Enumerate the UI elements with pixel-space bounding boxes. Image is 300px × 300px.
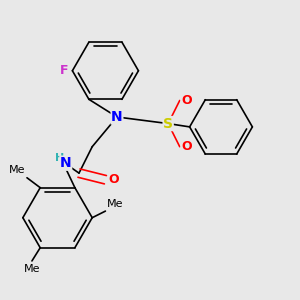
Text: N: N <box>60 156 72 170</box>
Text: O: O <box>181 94 192 107</box>
Text: F: F <box>60 64 68 77</box>
Text: N: N <box>111 110 123 124</box>
Text: S: S <box>163 117 173 130</box>
Text: Me: Me <box>9 165 25 175</box>
Text: O: O <box>181 140 192 153</box>
Text: Me: Me <box>24 264 40 274</box>
Text: O: O <box>108 173 119 186</box>
Text: H: H <box>55 153 64 163</box>
Text: Me: Me <box>107 200 124 209</box>
